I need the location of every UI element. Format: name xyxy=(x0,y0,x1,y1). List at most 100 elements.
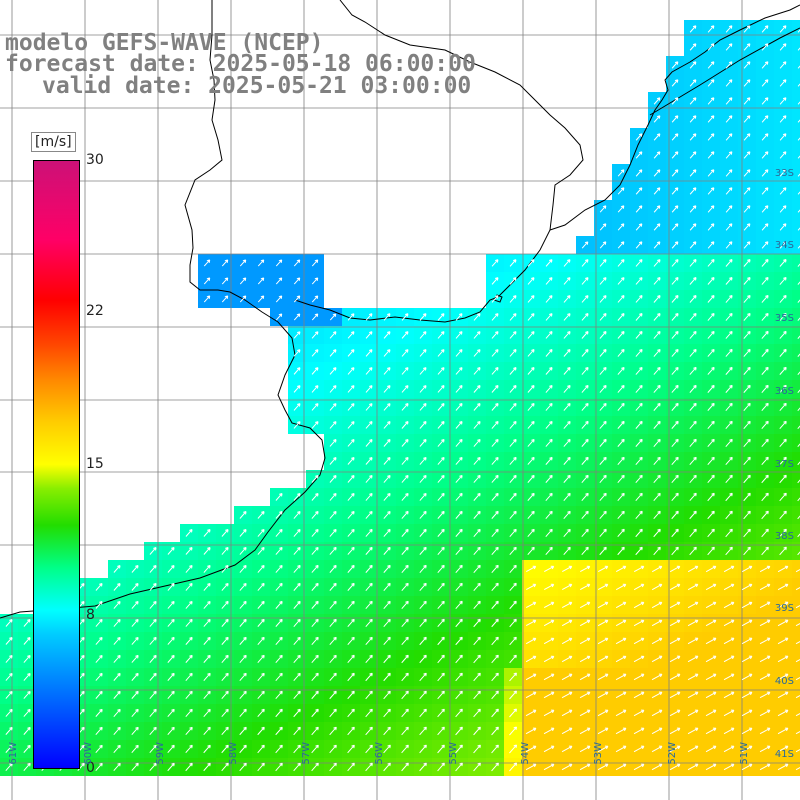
wind-vector-arrow xyxy=(687,709,699,717)
wind-vector-arrow xyxy=(779,276,787,285)
wind-vector-arrow xyxy=(743,241,751,249)
wind-vector-arrow xyxy=(131,744,139,754)
wind-vector-arrow xyxy=(437,744,445,754)
wind-speed-cell xyxy=(792,560,800,578)
wind-vector-arrow xyxy=(419,313,427,321)
wind-vector-arrow xyxy=(707,277,715,285)
wind-vector-arrow xyxy=(131,726,139,736)
wind-vector-arrow xyxy=(599,492,607,502)
wind-vector-arrow xyxy=(185,726,193,736)
wind-speed-cell xyxy=(792,326,800,344)
wind-vector-arrow xyxy=(383,439,391,447)
wind-vector-arrow xyxy=(509,295,517,303)
wind-vector-arrow xyxy=(113,708,121,717)
wind-vector-arrow xyxy=(671,366,679,375)
wind-vector-arrow xyxy=(419,403,427,411)
wind-vector-arrow xyxy=(167,654,175,663)
wind-vector-arrow xyxy=(777,673,789,681)
wind-vector-arrow xyxy=(365,600,373,609)
wind-vector-arrow xyxy=(365,492,373,501)
wind-vector-arrow xyxy=(795,712,800,717)
wind-vector-arrow xyxy=(257,259,265,267)
wind-vector-arrow xyxy=(329,762,337,772)
wind-vector-arrow xyxy=(311,421,319,429)
wind-vector-arrow xyxy=(651,727,663,735)
wind-vector-arrow xyxy=(239,277,247,285)
wind-vector-arrow xyxy=(597,745,609,753)
wind-vector-arrow xyxy=(653,295,661,303)
wind-vector-arrow xyxy=(635,187,643,195)
wind-vector-arrow xyxy=(707,79,715,87)
wind-vector-arrow xyxy=(795,604,800,609)
wind-vector-arrow xyxy=(615,601,627,609)
wind-vector-arrow xyxy=(275,618,283,627)
wind-vector-arrow xyxy=(293,367,301,375)
wind-vector-arrow xyxy=(185,529,193,537)
wind-vector-arrow xyxy=(561,691,573,699)
wind-speed-cell xyxy=(792,488,800,506)
wind-vector-arrow xyxy=(725,492,733,502)
wind-vector-arrow xyxy=(705,601,717,609)
wind-vector-arrow xyxy=(671,546,679,556)
wind-vector-arrow xyxy=(545,510,553,519)
wind-vector-arrow xyxy=(707,115,715,123)
wind-vector-arrow xyxy=(797,335,800,339)
wind-vector-arrow xyxy=(689,205,697,213)
wind-speed-cell xyxy=(792,686,800,704)
wind-vector-arrow xyxy=(743,151,751,159)
wind-vector-arrow xyxy=(671,528,679,538)
wind-vector-arrow xyxy=(383,474,391,483)
wind-vector-arrow xyxy=(526,583,537,591)
wind-vector-arrow xyxy=(365,690,373,700)
wind-vector-arrow xyxy=(723,565,735,573)
wind-vector-arrow xyxy=(419,456,427,465)
wind-vector-arrow xyxy=(581,295,589,303)
wind-vector-arrow xyxy=(669,655,681,663)
wind-vector-arrow xyxy=(365,528,373,537)
wind-vector-arrow xyxy=(687,637,699,645)
wind-vector-arrow xyxy=(615,745,627,753)
wind-vector-arrow xyxy=(527,456,535,465)
wind-vector-arrow xyxy=(671,492,679,502)
wind-vector-arrow xyxy=(347,457,355,465)
wind-vector-arrow xyxy=(707,456,715,466)
wind-vector-arrow xyxy=(455,636,463,646)
wind-vector-arrow xyxy=(383,313,391,321)
wind-vector-arrow xyxy=(473,636,481,646)
wind-vector-arrow xyxy=(761,384,769,393)
wind-vector-arrow xyxy=(761,546,769,556)
wind-vector-arrow xyxy=(743,330,751,339)
wind-vector-arrow xyxy=(149,547,157,555)
wind-vector-arrow xyxy=(617,348,625,357)
wind-vector-arrow xyxy=(725,277,733,285)
wind-vector-arrow xyxy=(671,348,679,357)
wind-vector-arrow xyxy=(167,636,175,645)
wind-vector-arrow xyxy=(473,672,481,682)
wind-vector-arrow xyxy=(275,564,283,573)
wind-vector-arrow xyxy=(437,349,445,357)
wind-vector-arrow xyxy=(777,565,789,573)
wind-vector-arrow xyxy=(761,151,769,159)
wind-vector-arrow xyxy=(401,744,409,754)
wind-vector-arrow xyxy=(455,492,463,501)
wind-vector-arrow xyxy=(671,205,679,213)
wind-vector-arrow xyxy=(651,655,663,663)
wind-vector-arrow xyxy=(797,497,800,502)
wind-vector-arrow xyxy=(797,209,800,213)
wind-vector-arrow xyxy=(617,474,625,483)
wind-vector-arrow xyxy=(653,492,661,502)
wind-vector-arrow xyxy=(743,43,751,51)
wind-vector-arrow xyxy=(257,295,265,303)
wind-vector-arrow xyxy=(383,546,391,555)
wind-speed-cell xyxy=(792,416,800,434)
wind-vector-arrow xyxy=(293,528,301,537)
wind-vector-arrow xyxy=(383,492,391,501)
wind-vector-arrow xyxy=(203,708,211,718)
wind-vector-arrow xyxy=(203,547,211,555)
wind-vector-arrow xyxy=(437,403,445,411)
wind-vector-arrow xyxy=(509,385,517,393)
wind-vector-arrow xyxy=(743,528,751,538)
wind-vector-arrow xyxy=(795,694,800,699)
wind-vector-arrow xyxy=(455,403,463,411)
wind-vector-arrow xyxy=(419,564,427,573)
